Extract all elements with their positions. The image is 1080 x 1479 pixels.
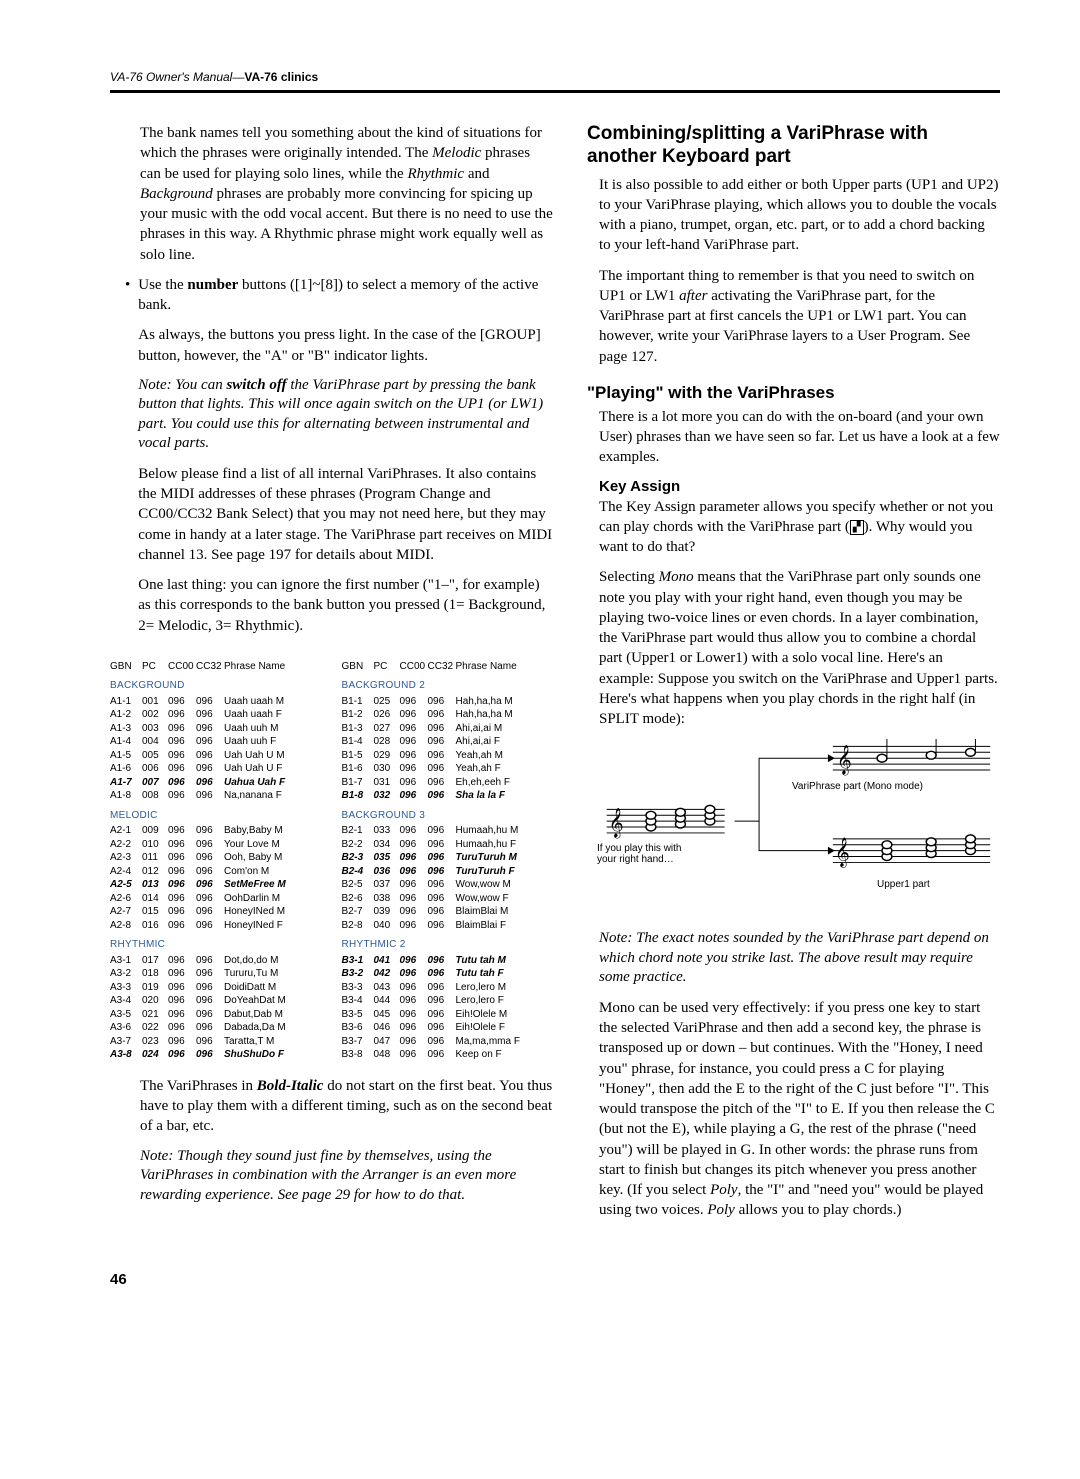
para-bolditalic: The VariPhrases in Bold-Italic do not st… bbox=[140, 1076, 553, 1137]
table-left: GBN PC CC00 CC32 Phrase Name BACKGROUND A… bbox=[110, 660, 322, 1062]
table-row: A3-2018096096Tururu,Tu M bbox=[110, 967, 322, 981]
para-midi: Below please find a list of all internal… bbox=[138, 464, 553, 565]
table-row: A2-2010096096Your Love M bbox=[110, 838, 322, 852]
para-r5: Selecting Mono means that the VariPhrase… bbox=[587, 567, 1000, 729]
table-row: A1-7007096096Uahua Uah F bbox=[110, 776, 322, 790]
variphrase-icon: ▞ bbox=[850, 520, 864, 536]
table-row: A3-1017096096Dot,do,do M bbox=[110, 954, 322, 968]
anno-variphrase: VariPhrase part (Mono mode) bbox=[792, 781, 923, 792]
bullet-text: Use the number buttons ([1]~[8]) to sele… bbox=[138, 275, 553, 316]
table-row: B1-6030096096Yeah,ah F bbox=[342, 762, 554, 776]
bullet-marker: • bbox=[125, 275, 130, 646]
para-intro: The bank names tell you something about … bbox=[140, 123, 553, 265]
heading-keyassign: Key Assign bbox=[587, 478, 1000, 495]
anno-playthis: If you play this with your right hand… bbox=[597, 843, 681, 865]
table-row: B2-6038096096Wow,wow F bbox=[342, 892, 554, 906]
table-row: B1-1025096096Hah,ha,ha M bbox=[342, 695, 554, 709]
table-row: A2-3011096096Ooh, Baby M bbox=[110, 851, 322, 865]
table-row: A2-8016096096HoneyINed F bbox=[110, 919, 322, 933]
table-row: B2-8040096096BlaimBlai F bbox=[342, 919, 554, 933]
para-r3: There is a lot more you can do with the … bbox=[587, 407, 1000, 468]
table-section-title: BACKGROUND bbox=[110, 679, 322, 693]
table-row: B1-3027096096Ahi,ai,ai M bbox=[342, 722, 554, 736]
heading-playing: "Playing" with the VariPhrases bbox=[587, 383, 1000, 403]
table-row: A1-1001096096Uaah uaah M bbox=[110, 695, 322, 709]
header-italic: VA-76 Owner's Manual— bbox=[110, 70, 244, 84]
table-row: B2-7039096096BlaimBlai M bbox=[342, 905, 554, 919]
table-row: A1-3003096096Uaah uuh M bbox=[110, 722, 322, 736]
table-row: B1-7031096096Eh,eh,eeh F bbox=[342, 776, 554, 790]
note-arranger: Note: Though they sound just fine by the… bbox=[140, 1147, 553, 1206]
bullet-item: • Use the number buttons ([1]~[8]) to se… bbox=[125, 275, 553, 646]
table-row: A2-5013096096SetMeFree M bbox=[110, 878, 322, 892]
table-section-title: MELODIC bbox=[110, 809, 322, 823]
table-row: B2-1033096096Humaah,hu M bbox=[342, 824, 554, 838]
heading-combining: Combining/splitting a VariPhrase with an… bbox=[587, 123, 1000, 169]
table-row: B3-3043096096Lero,lero M bbox=[342, 981, 554, 995]
phrase-tables: GBN PC CC00 CC32 Phrase Name BACKGROUND A… bbox=[110, 660, 553, 1062]
running-header: VA-76 Owner's Manual—VA-76 clinics bbox=[110, 70, 1000, 84]
para-r2: The important thing to remember is that … bbox=[587, 266, 1000, 367]
table-row: A1-5005096096Uah Uah U M bbox=[110, 749, 322, 763]
table-row: A1-8008096096Na,nanana F bbox=[110, 789, 322, 803]
table-row: A2-1009096096Baby,Baby M bbox=[110, 824, 322, 838]
table-row: A2-6014096096OohDarlin M bbox=[110, 892, 322, 906]
note-switchoff: Note: You can switch off the VariPhrase … bbox=[138, 376, 553, 454]
svg-text:𝄞: 𝄞 bbox=[609, 807, 624, 839]
table-row: B3-5045096096Eih!Olele M bbox=[342, 1008, 554, 1022]
table-row: A3-5021096096Dabut,Dab M bbox=[110, 1008, 322, 1022]
table-row: B2-4036096096TuruTuruh F bbox=[342, 865, 554, 879]
table-header: GBN PC CC00 CC32 Phrase Name bbox=[342, 660, 554, 674]
page-number: 46 bbox=[110, 1271, 1000, 1288]
table-row: A1-4004096096Uaah uuh F bbox=[110, 735, 322, 749]
table-row: B3-6046096096Eih!Olele F bbox=[342, 1021, 554, 1035]
bullet-text2: As always, the buttons you press light. … bbox=[138, 325, 553, 366]
table-row: A1-2002096096Uaah uaah F bbox=[110, 708, 322, 722]
table-section-title: RHYTHMIC bbox=[110, 938, 322, 952]
right-column: Combining/splitting a VariPhrase with an… bbox=[587, 123, 1000, 1231]
svg-text:𝄞: 𝄞 bbox=[835, 837, 850, 869]
table-row: A3-7023096096Taratta,T M bbox=[110, 1035, 322, 1049]
para-lastthing: One last thing: you can ignore the first… bbox=[138, 575, 553, 636]
table-row: A3-4020096096DoYeahDat M bbox=[110, 994, 322, 1008]
table-row: B3-8048096096Keep on F bbox=[342, 1048, 554, 1062]
table-row: B3-1041096096Tutu tah M bbox=[342, 954, 554, 968]
music-diagram: 𝄞 𝄞 bbox=[587, 739, 1000, 919]
table-row: B1-8032096096Sha la la F bbox=[342, 789, 554, 803]
para-r4: The Key Assign parameter allows you spec… bbox=[587, 497, 1000, 558]
table-section-title: RHYTHMIC 2 bbox=[342, 938, 554, 952]
table-section-title: BACKGROUND 3 bbox=[342, 809, 554, 823]
table-row: B1-5029096096Yeah,ah M bbox=[342, 749, 554, 763]
table-row: A3-6022096096Dabada,Da M bbox=[110, 1021, 322, 1035]
table-row: A3-8024096096ShuShuDo F bbox=[110, 1048, 322, 1062]
table-header: GBN PC CC00 CC32 Phrase Name bbox=[110, 660, 322, 674]
table-row: B2-5037096096Wow,wow M bbox=[342, 878, 554, 892]
table-row: B2-2034096096Humaah,hu F bbox=[342, 838, 554, 852]
svg-text:𝄞: 𝄞 bbox=[837, 744, 852, 776]
table-row: A2-4012096096Com'on M bbox=[110, 865, 322, 879]
table-row: B1-4028096096Ahi,ai,ai F bbox=[342, 735, 554, 749]
table-row: B3-2042096096Tutu tah F bbox=[342, 967, 554, 981]
note-exact: Note: The exact notes sounded by the Var… bbox=[587, 929, 1000, 988]
table-row: A1-6006096096Uah Uah U F bbox=[110, 762, 322, 776]
header-bold: VA-76 clinics bbox=[244, 70, 318, 84]
table-right: GBN PC CC00 CC32 Phrase Name BACKGROUND … bbox=[342, 660, 554, 1062]
table-row: B2-3035096096TuruTuruh M bbox=[342, 851, 554, 865]
para-r6: Mono can be used very effectively: if yo… bbox=[587, 998, 1000, 1221]
para-r1: It is also possible to add either or bot… bbox=[587, 175, 1000, 256]
left-column: The bank names tell you something about … bbox=[110, 123, 553, 1231]
table-row: B3-4044096096Lero,lero F bbox=[342, 994, 554, 1008]
table-row: B3-7047096096Ma,ma,mma F bbox=[342, 1035, 554, 1049]
table-row: B1-2026096096Hah,ha,ha M bbox=[342, 708, 554, 722]
table-row: A2-7015096096HoneyINed M bbox=[110, 905, 322, 919]
table-section-title: BACKGROUND 2 bbox=[342, 679, 554, 693]
header-rule bbox=[110, 90, 1000, 93]
anno-upper1: Upper1 part bbox=[877, 879, 930, 890]
table-row: A3-3019096096DoidiDatt M bbox=[110, 981, 322, 995]
